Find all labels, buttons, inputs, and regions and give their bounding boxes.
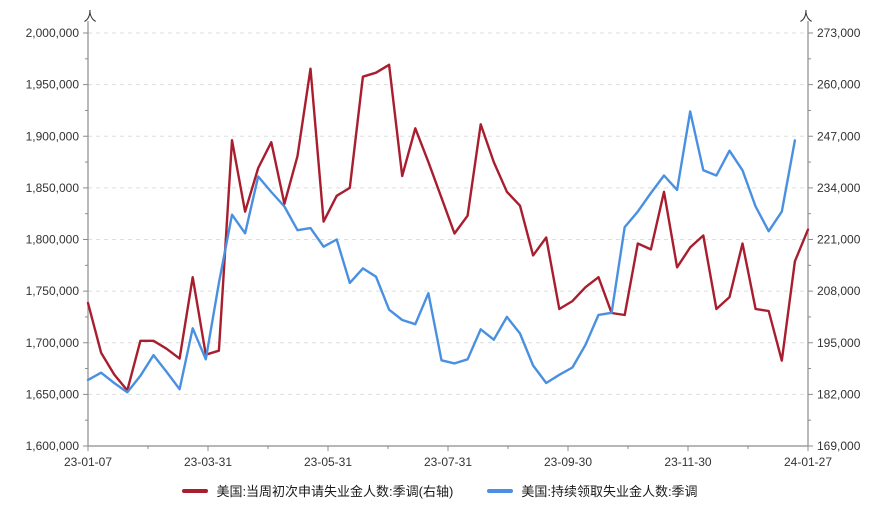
legend-label-initial-claims: 美国:当周初次申请失业金人数:季调(右轴) (216, 483, 454, 499)
left-axis-tick-label: 1,750,000 (26, 284, 80, 298)
axes (83, 21, 813, 451)
axis-labels: 1,600,000 169,000 1,650,000 182,000 1,700,00… (26, 26, 861, 469)
right-axis-tick-label: 208,000 (817, 284, 861, 298)
right-axis-unit-label: 人 (799, 9, 812, 24)
right-axis-tick-label: 260,000 (817, 78, 861, 92)
x-axis-tick-label: 23-01-07 (64, 455, 112, 469)
left-axis-tick-label: 2,000,000 (26, 26, 80, 40)
right-axis-tick-label: 247,000 (817, 129, 861, 143)
x-axis-tick-label: 23-05-31 (304, 455, 352, 469)
right-axis-tick-label: 221,000 (817, 233, 861, 247)
left-axis-tick-label: 1,650,000 (26, 387, 80, 401)
x-axis-tick-label: 23-09-30 (544, 455, 592, 469)
x-axis-tick-label: 24-01-27 (784, 455, 832, 469)
series-line-initial-claims (86, 63, 810, 392)
series-lines (86, 63, 810, 394)
left-axis-unit-label: 人 (83, 9, 96, 24)
chart-legend: 美国:当周初次申请失业金人数:季调(右轴) 美国:持续领取失业金人数:季调 (0, 478, 880, 504)
right-axis-tick-label: 195,000 (817, 336, 861, 350)
right-axis-tick-label: 234,000 (817, 181, 861, 195)
x-axis-tick-label: 23-11-30 (664, 455, 711, 469)
left-axis-tick-label: 1,700,000 (26, 336, 80, 350)
left-axis-tick-label: 1,800,000 (26, 233, 80, 247)
legend-item-initial-claims[interactable]: 美国:当周初次申请失业金人数:季调(右轴) (182, 485, 453, 498)
left-axis-tick-label: 1,850,000 (26, 181, 80, 195)
legend-swatch-red-line (182, 489, 209, 493)
legend-label-continuing-claims: 美国:持续领取失业金人数:季调 (521, 483, 698, 499)
series-line-continuing-claims (86, 110, 797, 394)
left-axis-tick-label: 1,600,000 (26, 439, 80, 453)
x-axis-tick-label: 23-03-31 (184, 455, 232, 469)
x-axis-tick-label: 23-07-31 (424, 455, 472, 469)
left-axis-tick-label: 1,950,000 (26, 78, 80, 92)
legend-item-continuing-claims[interactable]: 美国:持续领取失业金人数:季调 (487, 483, 698, 499)
right-axis-tick-label: 182,000 (817, 387, 861, 401)
right-axis-tick-label: 169,000 (817, 439, 861, 453)
left-axis-tick-label: 1,900,000 (26, 129, 80, 143)
right-axis-tick-label: 273,000 (817, 26, 861, 40)
legend-swatch-blue-line (487, 489, 514, 493)
